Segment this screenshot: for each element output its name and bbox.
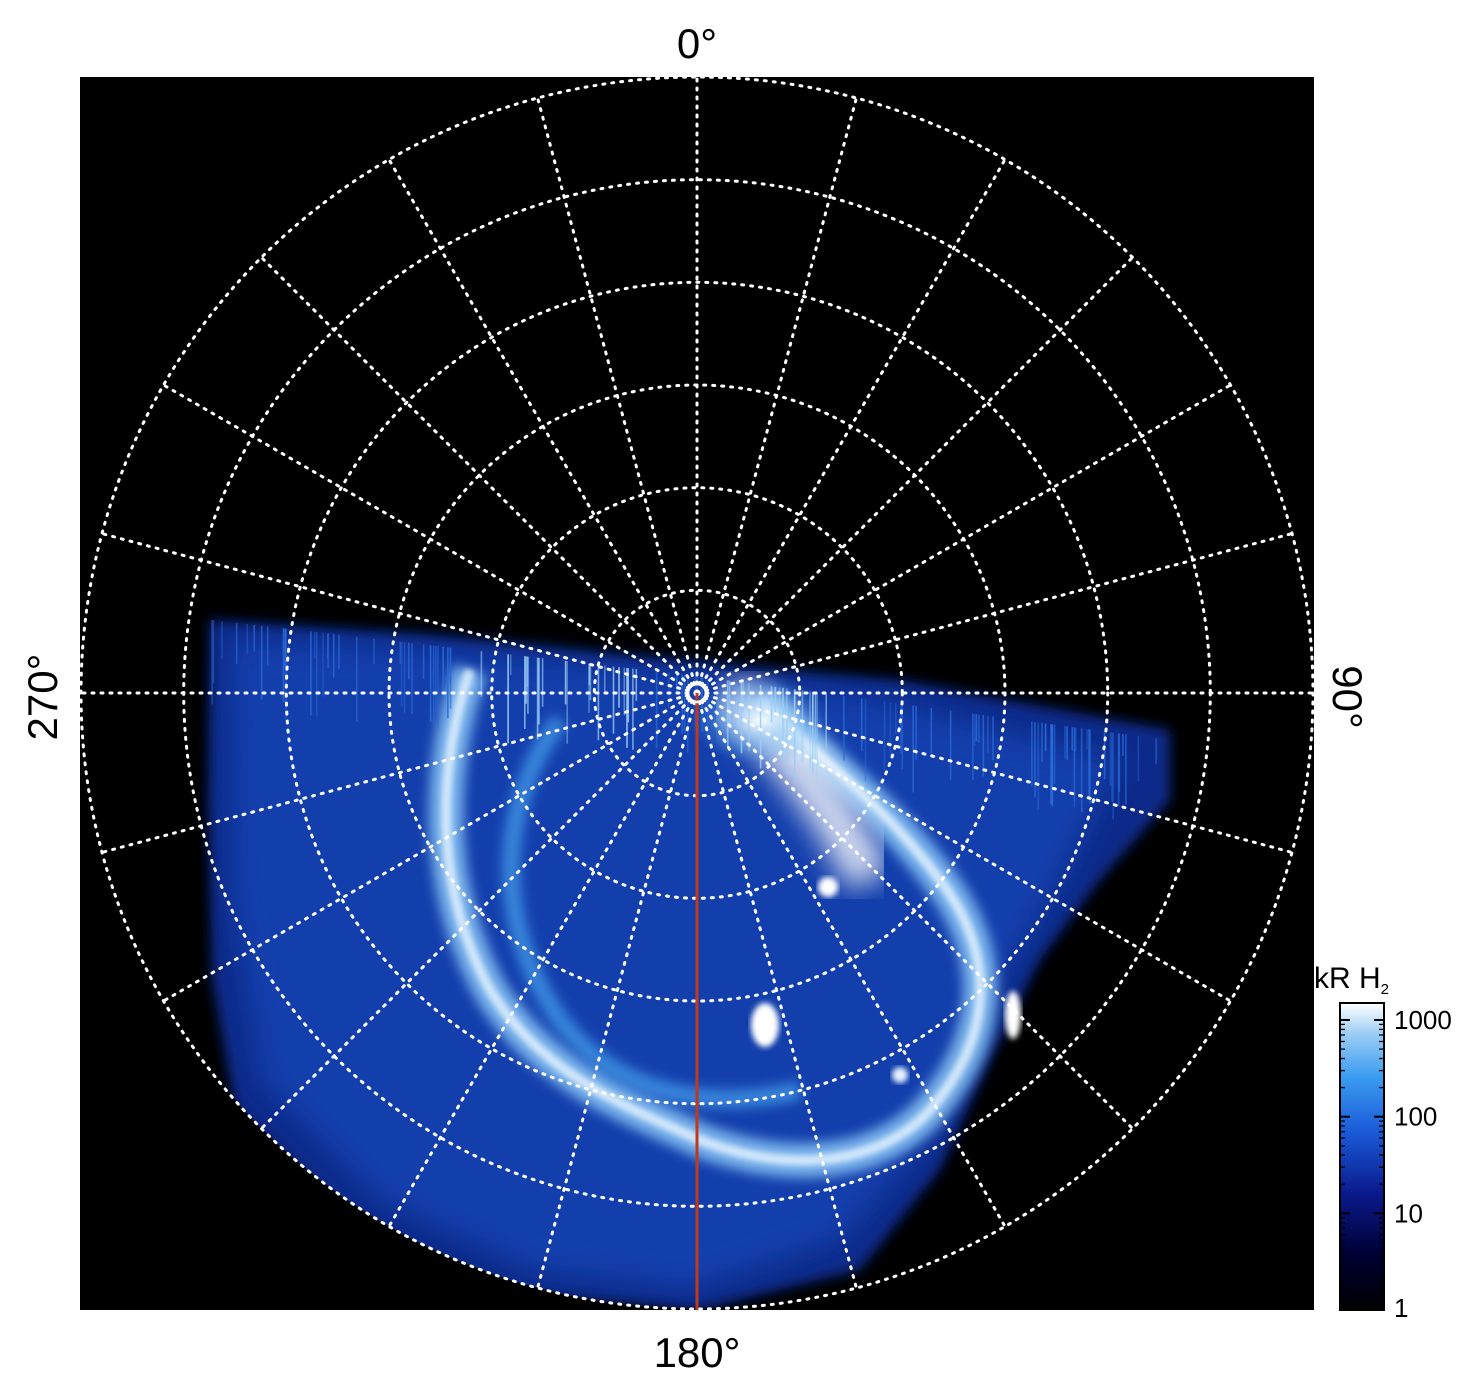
- latitude-circle: [80, 77, 1314, 1310]
- meridian-line: [695, 96, 858, 695]
- colorbar-frame: [1339, 1002, 1385, 1311]
- meridian-line: [695, 691, 1294, 854]
- latitude-circle: [490, 486, 904, 900]
- meridian-line: [695, 691, 1007, 1228]
- colorbar-tick-label: 10: [1394, 1198, 1423, 1228]
- bright-spot-2: [1005, 991, 1021, 1039]
- colorbar-gradient: [1340, 1003, 1384, 1310]
- bright-spot-1: [751, 1003, 779, 1047]
- meridian-line: [695, 158, 1007, 695]
- meridian-line: [387, 691, 699, 1228]
- colorbar-title-subscript: 2: [1381, 981, 1389, 998]
- colorbar-ticks: [1340, 1019, 1384, 1311]
- azimuth-label-top: 0°: [677, 20, 717, 67]
- azimuth-label-left: 270°: [19, 654, 66, 741]
- azimuth-label-right: 90°: [1324, 665, 1371, 729]
- meridian-line: [100, 532, 699, 695]
- colorbar-tick-label: 1: [1394, 1293, 1408, 1323]
- meridian-line: [695, 383, 1232, 695]
- auroral-emission-image: [208, 620, 1170, 1309]
- meridian-line: [536, 96, 699, 695]
- meridian-line: [259, 255, 699, 695]
- colorbar-title: kR H2: [1314, 962, 1389, 998]
- meridian-line: [695, 255, 1135, 695]
- main-oval-core: [441, 668, 986, 1166]
- meridian-line: [387, 158, 699, 695]
- meridian-line: [162, 383, 699, 695]
- pole-marker: [686, 682, 708, 704]
- latitude-circle: [284, 280, 1110, 1106]
- edge-streaks: [211, 620, 1157, 820]
- meridian-line: [100, 691, 699, 854]
- meridian-line: [695, 691, 1232, 1003]
- meridian-line: [695, 691, 858, 1290]
- meridian-line: [695, 691, 1135, 1131]
- colorbar-tick-label: 100: [1394, 1102, 1437, 1132]
- bright-spot-3: [818, 877, 838, 897]
- meridian-line: [162, 691, 699, 1003]
- azimuth-label-bottom: 180°: [654, 1329, 741, 1376]
- colorbar: kR H2 1 10 100 1000: [1314, 962, 1452, 1323]
- meridian-line: [259, 691, 699, 1131]
- bright-spot-4: [892, 1067, 908, 1083]
- meridian-line: [695, 532, 1294, 695]
- meridian-line: [536, 691, 699, 1290]
- colorbar-tick-label: 1000: [1394, 1005, 1452, 1035]
- colorbar-title-main: kR H: [1314, 962, 1381, 995]
